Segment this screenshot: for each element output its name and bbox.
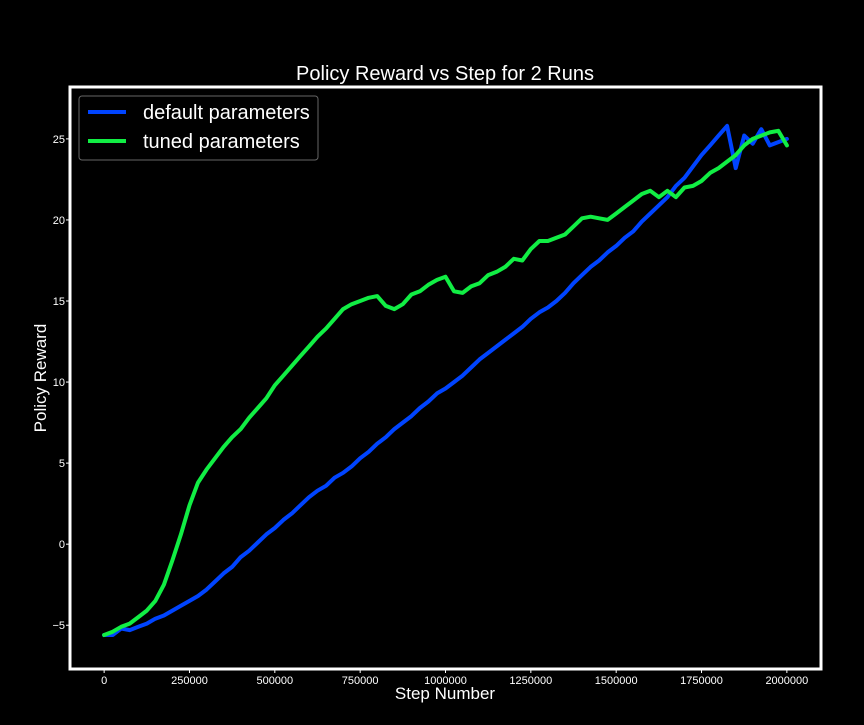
series-layer <box>102 123 789 637</box>
y-tick-label: 15 <box>53 296 65 308</box>
x-axis-label: Step Number <box>395 684 495 703</box>
y-tick-label: −5 <box>52 620 65 632</box>
y-axis-ticks: −5 0 5 10 15 20 25 <box>52 134 70 632</box>
y-axis-label: Policy Reward <box>31 324 50 433</box>
chart-title: Policy Reward vs Step for 2 Runs <box>296 63 594 85</box>
y-tick-label: 10 <box>53 377 65 389</box>
x-tick-label: 1250000 <box>509 675 552 687</box>
x-tick-label: 0 <box>101 675 107 687</box>
series-line-tuned-parameters <box>102 128 789 637</box>
y-tick-label: 0 <box>59 539 65 551</box>
legend-label-tuned-parameters: tuned parameters <box>143 131 300 153</box>
x-tick-label: 1500000 <box>595 675 638 687</box>
x-axis-ticks: 0 250000 500000 750000 1000000 1250000 1500000… <box>101 669 808 687</box>
x-tick-label: 500000 <box>256 675 293 687</box>
x-tick-label: 1000000 <box>424 675 467 687</box>
legend-label-default-parameters: default parameters <box>143 102 310 124</box>
y-tick-label: 5 <box>59 458 65 470</box>
y-tick-label: 20 <box>53 215 65 227</box>
x-tick-label: 2000000 <box>765 675 808 687</box>
x-tick-label: 250000 <box>171 675 208 687</box>
x-tick-label: 1750000 <box>680 675 723 687</box>
series-line-default-parameters <box>102 123 789 637</box>
y-tick-label: 25 <box>53 134 65 146</box>
x-tick-label: 750000 <box>342 675 379 687</box>
legend-box <box>78 95 319 161</box>
legend: default parameters tuned parameters <box>78 95 319 161</box>
